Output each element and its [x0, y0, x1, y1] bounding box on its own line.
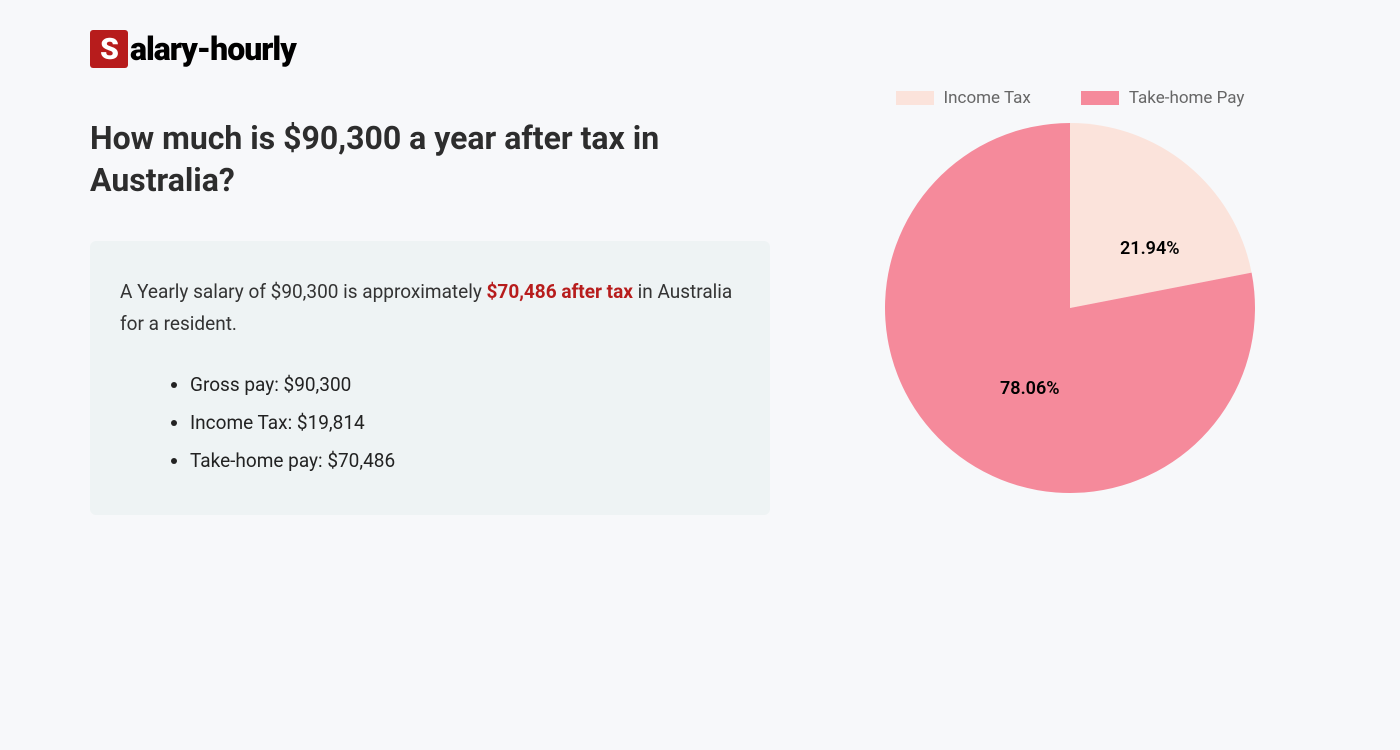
left-column: How much is $90,300 a year after tax in … — [90, 118, 770, 515]
pie-svg — [885, 123, 1255, 493]
list-item: Take-home pay: $70,486 — [190, 442, 740, 480]
logo-badge: S — [90, 30, 128, 68]
pie-label-income-tax: 21.94% — [1120, 238, 1180, 259]
summary-paragraph: A Yearly salary of $90,300 is approximat… — [120, 276, 740, 341]
list-item: Gross pay: $90,300 — [190, 366, 740, 404]
legend-swatch — [1081, 91, 1119, 105]
right-column: Income Tax Take-home Pay 21.94% 78.06% — [830, 88, 1310, 515]
legend-item-income-tax: Income Tax — [896, 88, 1031, 108]
logo-text: alary-hourly — [130, 30, 296, 68]
page-container: Salary-hourly How much is $90,300 a year… — [0, 0, 1400, 545]
legend-item-take-home: Take-home Pay — [1081, 88, 1245, 108]
page-title: How much is $90,300 a year after tax in … — [90, 118, 770, 201]
pie-label-take-home: 78.06% — [1000, 378, 1060, 399]
summary-before: A Yearly salary of $90,300 is approximat… — [120, 280, 487, 303]
legend-label: Income Tax — [944, 88, 1031, 108]
legend-label: Take-home Pay — [1129, 88, 1245, 108]
list-item: Income Tax: $19,814 — [190, 404, 740, 442]
site-logo: Salary-hourly — [90, 30, 1310, 68]
pie-chart: 21.94% 78.06% — [885, 123, 1255, 493]
summary-box: A Yearly salary of $90,300 is approximat… — [90, 241, 770, 515]
summary-list: Gross pay: $90,300 Income Tax: $19,814 T… — [120, 366, 740, 480]
chart-legend: Income Tax Take-home Pay — [896, 88, 1245, 108]
summary-highlight: $70,486 after tax — [487, 280, 633, 303]
main-row: How much is $90,300 a year after tax in … — [90, 118, 1310, 515]
legend-swatch — [896, 91, 934, 105]
